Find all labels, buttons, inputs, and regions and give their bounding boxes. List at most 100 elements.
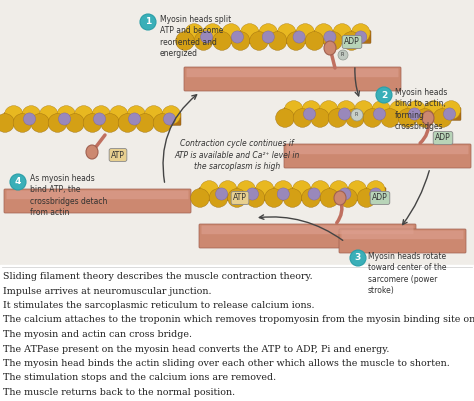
Circle shape bbox=[338, 188, 357, 207]
Text: The myosin and actin can cross bridge.: The myosin and actin can cross bridge. bbox=[3, 330, 192, 339]
Text: It stimulates the sarcoplasmic reticulum to release calcium ions.: It stimulates the sarcoplasmic reticulum… bbox=[3, 301, 315, 310]
Text: The calcium attaches to the troponin which removes tropomyosin from the myosin b: The calcium attaches to the troponin whi… bbox=[3, 316, 474, 324]
Circle shape bbox=[185, 24, 204, 43]
Circle shape bbox=[39, 106, 58, 124]
Circle shape bbox=[442, 101, 461, 119]
Circle shape bbox=[118, 113, 137, 132]
Circle shape bbox=[355, 31, 367, 43]
Circle shape bbox=[302, 101, 320, 119]
Text: Contraction cycle continues if
ATP is available and Ca²⁺ level in
the sarcoplasm: Contraction cycle continues if ATP is av… bbox=[174, 139, 300, 171]
Circle shape bbox=[264, 188, 283, 207]
Circle shape bbox=[296, 24, 315, 43]
Text: As myosin heads
bind ATP, the
crossbridges detach
from actin: As myosin heads bind ATP, the crossbridg… bbox=[30, 174, 108, 217]
Text: ATP: ATP bbox=[233, 194, 247, 203]
Circle shape bbox=[136, 113, 155, 132]
Circle shape bbox=[83, 113, 102, 132]
Circle shape bbox=[409, 108, 420, 120]
Circle shape bbox=[100, 113, 119, 132]
Circle shape bbox=[109, 106, 128, 124]
Circle shape bbox=[337, 101, 356, 119]
Text: 1: 1 bbox=[145, 18, 151, 26]
Circle shape bbox=[10, 174, 26, 190]
Circle shape bbox=[274, 181, 292, 199]
Circle shape bbox=[333, 24, 352, 43]
Circle shape bbox=[92, 106, 110, 124]
Circle shape bbox=[320, 188, 339, 207]
Circle shape bbox=[301, 188, 320, 207]
Circle shape bbox=[372, 101, 391, 119]
FancyBboxPatch shape bbox=[199, 224, 416, 248]
Circle shape bbox=[145, 106, 163, 124]
Circle shape bbox=[366, 181, 385, 199]
Circle shape bbox=[65, 113, 84, 132]
FancyBboxPatch shape bbox=[7, 190, 189, 199]
Circle shape bbox=[213, 32, 231, 50]
Text: Pi: Pi bbox=[341, 53, 345, 57]
Circle shape bbox=[355, 101, 373, 119]
Circle shape bbox=[277, 24, 296, 43]
Circle shape bbox=[191, 188, 210, 207]
Circle shape bbox=[293, 31, 305, 43]
Circle shape bbox=[128, 113, 141, 125]
Circle shape bbox=[287, 32, 305, 50]
Circle shape bbox=[162, 106, 181, 124]
FancyBboxPatch shape bbox=[184, 67, 401, 91]
Circle shape bbox=[277, 188, 289, 200]
Circle shape bbox=[351, 24, 370, 43]
Circle shape bbox=[329, 181, 348, 199]
Circle shape bbox=[342, 32, 361, 50]
Circle shape bbox=[231, 31, 244, 43]
Circle shape bbox=[276, 109, 294, 128]
Circle shape bbox=[22, 106, 41, 124]
Circle shape bbox=[201, 31, 213, 43]
Circle shape bbox=[4, 106, 23, 124]
Text: Sliding filament theory describes the muscle contraction theory.: Sliding filament theory describes the mu… bbox=[3, 272, 313, 281]
Text: Pi: Pi bbox=[355, 113, 359, 117]
FancyBboxPatch shape bbox=[339, 229, 466, 253]
Circle shape bbox=[328, 109, 347, 128]
FancyBboxPatch shape bbox=[4, 113, 181, 126]
Circle shape bbox=[284, 101, 303, 119]
Circle shape bbox=[338, 108, 351, 120]
Circle shape bbox=[203, 24, 222, 43]
FancyBboxPatch shape bbox=[284, 107, 461, 120]
Circle shape bbox=[216, 188, 228, 200]
Circle shape bbox=[164, 113, 175, 125]
Circle shape bbox=[338, 50, 348, 60]
Circle shape bbox=[376, 87, 392, 103]
Text: Myosin heads rotate
toward center of the
sarcomere (power
stroke): Myosin heads rotate toward center of the… bbox=[368, 252, 447, 296]
Circle shape bbox=[433, 109, 452, 128]
Circle shape bbox=[228, 188, 246, 207]
Circle shape bbox=[194, 32, 213, 50]
FancyBboxPatch shape bbox=[341, 231, 464, 239]
Circle shape bbox=[346, 109, 365, 128]
Circle shape bbox=[319, 101, 338, 119]
Ellipse shape bbox=[334, 191, 346, 205]
Circle shape bbox=[363, 109, 382, 128]
Circle shape bbox=[57, 106, 76, 124]
Circle shape bbox=[237, 181, 255, 199]
Circle shape bbox=[292, 181, 311, 199]
Circle shape bbox=[381, 109, 400, 128]
Circle shape bbox=[443, 108, 456, 120]
Circle shape bbox=[48, 113, 67, 132]
Circle shape bbox=[176, 32, 194, 50]
Text: The stimulation stops and the calcium ions are removed.: The stimulation stops and the calcium io… bbox=[3, 373, 276, 383]
Circle shape bbox=[209, 188, 228, 207]
Circle shape bbox=[31, 113, 49, 132]
Text: 2: 2 bbox=[381, 91, 387, 99]
Circle shape bbox=[246, 188, 265, 207]
Text: 4: 4 bbox=[15, 178, 21, 186]
Circle shape bbox=[407, 101, 426, 119]
Circle shape bbox=[13, 113, 32, 132]
Circle shape bbox=[153, 113, 172, 132]
Circle shape bbox=[357, 188, 376, 207]
Text: Myosin heads split
ATP and become
reoriented and
energized: Myosin heads split ATP and become reorie… bbox=[160, 15, 231, 59]
Text: ADP: ADP bbox=[372, 194, 388, 203]
Circle shape bbox=[351, 109, 363, 121]
Circle shape bbox=[219, 181, 237, 199]
Text: The myosin head binds the actin sliding over each other which allows the muscle : The myosin head binds the actin sliding … bbox=[3, 359, 450, 368]
Circle shape bbox=[311, 181, 329, 199]
Circle shape bbox=[308, 188, 320, 200]
FancyBboxPatch shape bbox=[284, 144, 471, 168]
